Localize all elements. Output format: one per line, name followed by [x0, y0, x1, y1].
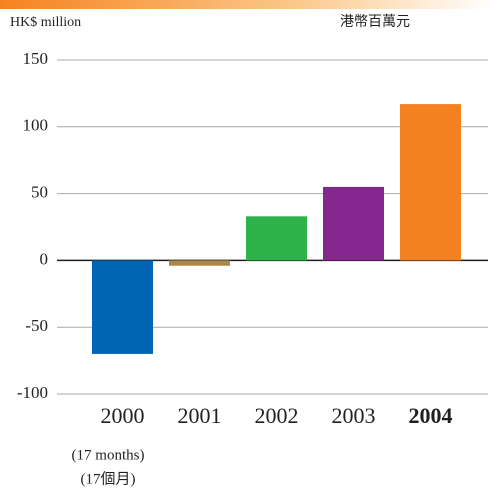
bar: [169, 260, 230, 266]
unit-right: 港幣百萬元: [340, 14, 410, 30]
y-tick-label: 100: [23, 116, 49, 135]
x-tick-label: 2002: [255, 403, 299, 428]
y-tick-label: -50: [25, 316, 48, 335]
x-tick-label: 2004: [409, 403, 453, 428]
x-tick-label: 2003: [332, 403, 376, 428]
x-tick-label: 2001: [178, 403, 222, 428]
bar: [323, 186, 384, 261]
y-tick-label: 150: [23, 49, 49, 68]
y-tick-label: -100: [17, 383, 48, 402]
bar: [400, 104, 461, 261]
y-tick-label: 50: [31, 183, 48, 202]
header-band: [0, 0, 494, 9]
bar: [246, 216, 307, 261]
category-note: (17 months): [72, 447, 145, 463]
x-tick-label: 2000: [101, 403, 145, 428]
bar: [92, 260, 153, 354]
category-note: (17個月): [81, 470, 136, 487]
unit-left: HK$ million: [10, 15, 81, 30]
y-tick-label: 0: [40, 249, 49, 268]
